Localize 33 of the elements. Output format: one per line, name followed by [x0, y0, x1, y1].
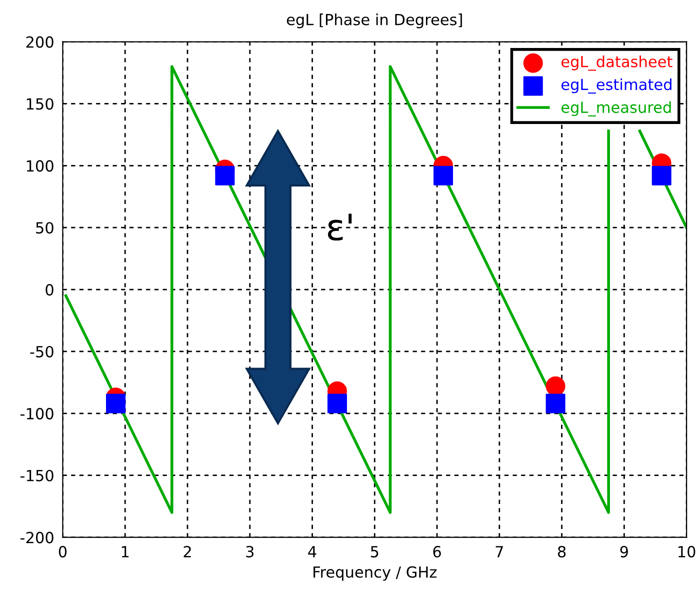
- x-tick-label: 4: [308, 546, 316, 558]
- y-tick-label: -100: [20, 408, 54, 420]
- x-tick-label: 2: [184, 546, 191, 558]
- y-tick-label: 150: [26, 98, 54, 110]
- point: [652, 166, 672, 186]
- x-tick-label: 3: [246, 546, 254, 558]
- x-tick-label: 1: [122, 546, 129, 558]
- y-tick-label: -200: [20, 532, 54, 544]
- point: [546, 376, 566, 396]
- legend-label: egL_datasheet: [561, 56, 672, 71]
- point: [106, 394, 126, 414]
- y-tick-label: 200: [26, 36, 54, 48]
- legend-label: egL_measured: [561, 101, 671, 116]
- y-tick-label: 0: [46, 284, 54, 296]
- x-tick-label: 9: [620, 546, 628, 558]
- annotation: ε': [328, 214, 352, 241]
- x-tick-label: 10: [678, 546, 696, 558]
- point: [546, 394, 566, 414]
- y-tick-label: -50: [30, 346, 54, 358]
- x-tick-label: 8: [558, 546, 566, 558]
- y-tick-label: 100: [26, 160, 54, 172]
- point: [434, 166, 454, 186]
- y-tick-label: 50: [36, 222, 54, 234]
- x-tick-label: 5: [370, 546, 378, 558]
- x-axis-title: Frequency / GHz: [314, 566, 437, 581]
- legend-label: egL_estimated: [561, 78, 672, 94]
- x-tick-label: 7: [496, 546, 503, 558]
- x-tick-label: 0: [58, 546, 67, 558]
- y-tick-label: -150: [20, 470, 54, 482]
- point: [215, 166, 235, 186]
- x-tick-label: 6: [433, 546, 441, 558]
- point: [327, 394, 347, 414]
- chart-title: egL [Phase in Degrees]: [286, 14, 462, 28]
